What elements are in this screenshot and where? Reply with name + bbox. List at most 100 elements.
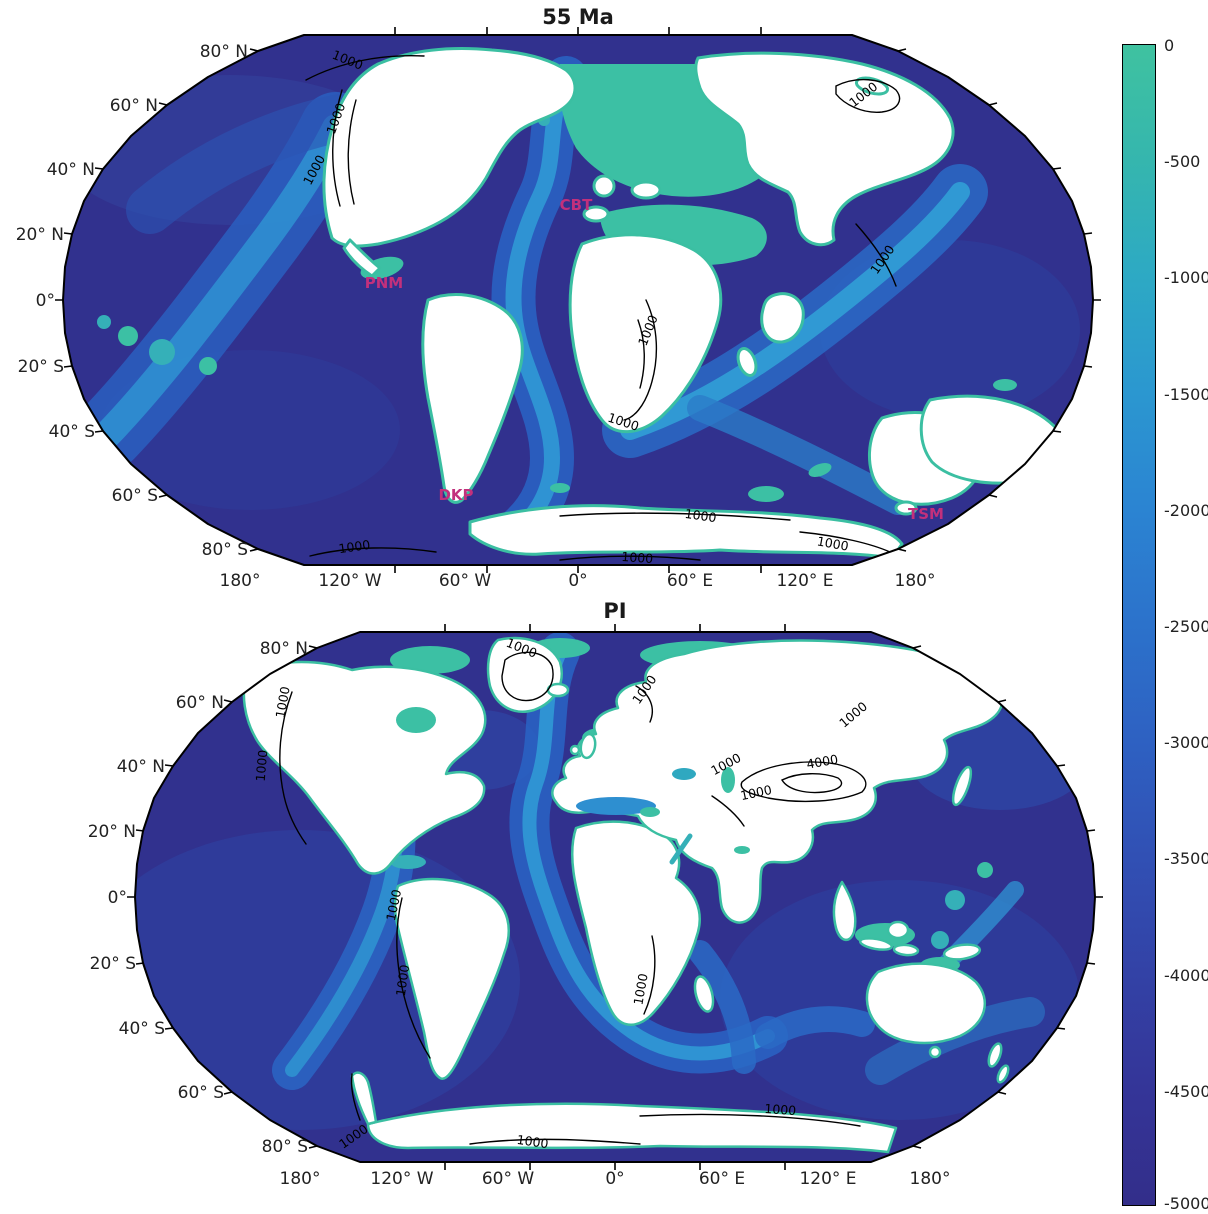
arctic-shelf-patch — [390, 646, 470, 674]
central-indian-ridge — [688, 940, 756, 1074]
contour-label: 1000 — [338, 537, 372, 556]
contour-label: 1000 — [621, 549, 654, 566]
lon-tick-label: 60° W — [439, 571, 492, 591]
lon-tick-label: 120° W — [370, 1169, 433, 1189]
land-south-america — [393, 877, 510, 1080]
lat-tick-label: 40° N — [47, 160, 95, 180]
lon-tick-label: 120° E — [799, 1169, 856, 1189]
lon-tick-label: 120° E — [776, 571, 833, 591]
map-boundary-pi — [134, 631, 1096, 1163]
shallow-shelf-patch — [977, 862, 993, 878]
land-india-55ma — [760, 292, 805, 344]
contour-line — [799, 531, 891, 553]
shallow-shelf-patch — [97, 315, 111, 329]
land-tasman-fragment — [894, 500, 918, 516]
contour-label: 1000 — [816, 533, 850, 553]
map-panel-55ma: 55 Ma — [16, 5, 1101, 591]
land-eurasia — [551, 639, 1004, 924]
lat-tick-label: 40° S — [119, 1019, 165, 1039]
land-iberia-fragment — [582, 205, 610, 223]
lon-tick-label: 180° — [910, 1169, 951, 1189]
shallow-shelf-patch — [931, 931, 949, 949]
site-label-dkp: DKP — [438, 486, 473, 504]
lat-tick-label: 40° S — [49, 422, 95, 442]
black-sea — [672, 768, 696, 780]
contour-label: 1000 — [764, 1101, 797, 1118]
shallow-shelf-patch — [149, 339, 175, 365]
lon-tick-label: 60° E — [699, 1169, 745, 1189]
contour-line — [835, 78, 901, 113]
lat-tick-label: 60° N — [110, 96, 158, 116]
land-new-zealand — [987, 1042, 1003, 1068]
contour-line — [711, 795, 745, 827]
contour-line — [740, 761, 867, 803]
lat-tick-label: 0° — [36, 291, 55, 311]
land-north-america-55ma — [322, 47, 577, 248]
contour-line — [347, 99, 357, 205]
lon-tick-label: 0° — [605, 1169, 624, 1189]
land-antarctic-peninsula — [350, 1071, 378, 1126]
contour-line — [637, 319, 645, 389]
lon-tick-label: 60° E — [667, 571, 713, 591]
lat-tick-label: 0° — [108, 888, 127, 908]
contour-label: 1000 — [684, 506, 718, 525]
hudson-bay-patch — [396, 707, 436, 733]
land-new-zealand — [996, 1064, 1010, 1084]
lat-tick-label: 20° S — [18, 357, 64, 377]
land-tasmania — [928, 1045, 942, 1059]
persian-gulf — [734, 846, 750, 854]
lat-tick-label: 40° N — [117, 757, 165, 777]
lon-tick-label: 180° — [895, 571, 936, 591]
land-madagascar — [693, 975, 715, 1013]
contour-line — [855, 223, 897, 287]
site-label-cbt: CBT — [560, 196, 593, 214]
mediterranean-sea — [576, 797, 656, 815]
caspian-sea — [721, 767, 735, 793]
contour-line — [643, 935, 656, 1015]
lat-tick-label: 20° N — [88, 822, 136, 842]
land-australia — [865, 962, 986, 1045]
contour-line — [635, 685, 654, 723]
contour-line — [501, 651, 554, 702]
lon-tick-label: 60° W — [482, 1169, 535, 1189]
colorbar-tick-label: -4500 — [1164, 1082, 1208, 1101]
shallow-shelf-patch — [550, 483, 570, 493]
land-malay-peninsula — [832, 880, 857, 941]
red-sea — [669, 833, 693, 865]
pacific-ridge-inner — [94, 114, 350, 448]
colorbar-tick-label: -4000 — [1164, 966, 1208, 985]
contour-label: 1000 — [383, 888, 404, 922]
se-indian-ridge — [755, 1006, 875, 1049]
map-ocean-pi — [135, 632, 1095, 1162]
colorbar-gradient — [1122, 44, 1156, 1206]
colorbar-tick-label: -3000 — [1164, 733, 1208, 752]
lat-tick-label: 60° S — [112, 486, 158, 506]
contour-line — [332, 89, 343, 207]
lat-tick-label: 80° S — [202, 540, 248, 560]
colorbar-tick-label: -500 — [1164, 152, 1201, 171]
shallow-shelf-patch — [808, 463, 832, 477]
land-java — [892, 943, 920, 957]
contour-line — [309, 547, 437, 557]
colorbar-tick-label: -2500 — [1164, 617, 1208, 636]
land-central-america-55ma — [342, 238, 382, 278]
contour-line — [305, 55, 425, 81]
site-label-tsm: TSM — [908, 505, 944, 523]
map-ocean-55ma — [63, 35, 1093, 565]
land-europe-fragment — [592, 174, 616, 198]
contour-line — [469, 1138, 641, 1145]
contour-line — [781, 773, 843, 794]
atlantic-ridge-inner — [522, 645, 775, 1061]
contour-label: 1000 — [253, 749, 271, 782]
mediterranean-shelf — [640, 807, 660, 817]
graticule-ticks — [55, 27, 1101, 573]
contour-line — [559, 555, 701, 561]
land-ireland — [569, 744, 581, 756]
land-japan — [951, 765, 973, 807]
lon-tick-label: 0° — [568, 571, 587, 591]
contour-line — [623, 299, 658, 421]
contour-line — [639, 1113, 861, 1127]
ne-pacific-band — [126, 94, 364, 234]
shallow-shelf-patch — [199, 357, 217, 375]
